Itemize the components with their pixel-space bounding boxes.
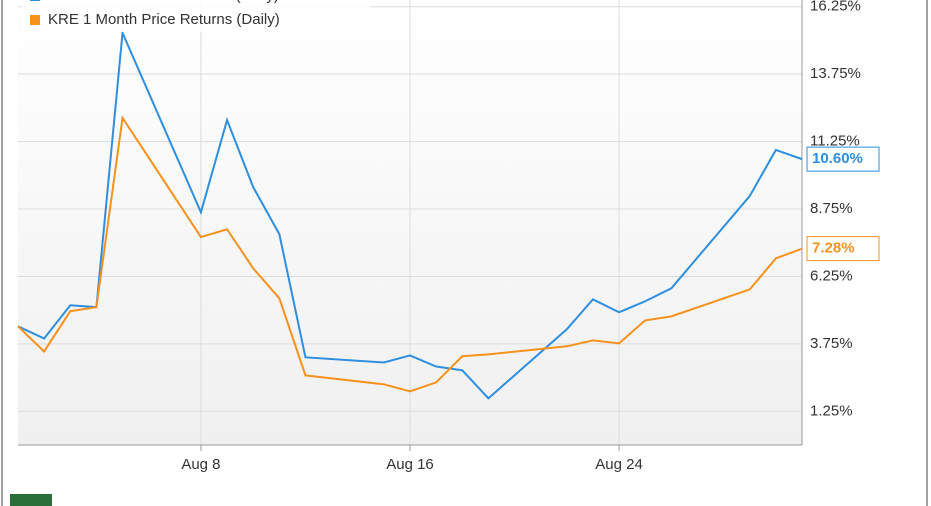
end-label: 10.60%: [812, 150, 863, 167]
legend-label: KBE 1 Month Price Returns (Daily): [48, 0, 279, 4]
y-tick-label: 11.25%: [810, 133, 860, 150]
y-tick-label: 3.75%: [810, 335, 853, 352]
logo: [10, 494, 52, 506]
y-tick-label: 6.25%: [810, 267, 853, 284]
end-label-box: [806, 236, 880, 262]
y-tick-label: 1.25%: [810, 402, 853, 419]
y-tick-label: 13.75%: [810, 65, 861, 82]
legend-swatch: [30, 15, 40, 25]
series-line: [17, 115, 803, 393]
end-label-box: [806, 146, 880, 172]
x-tick-label: Aug 16: [386, 456, 434, 473]
x-tick-label: Aug 8: [181, 456, 220, 473]
legend-box: [22, 8, 370, 32]
legend-swatch: [30, 0, 40, 1]
y-tick-label: 8.75%: [810, 200, 853, 217]
legend-label: KRE 1 Month Price Returns (Daily): [48, 11, 280, 28]
end-label: 7.28%: [812, 240, 855, 257]
series-line: [17, 28, 803, 400]
x-tick-label: Aug 24: [595, 456, 643, 473]
y-tick-label: 16.25%: [810, 0, 861, 15]
legend-box: [22, 0, 370, 8]
